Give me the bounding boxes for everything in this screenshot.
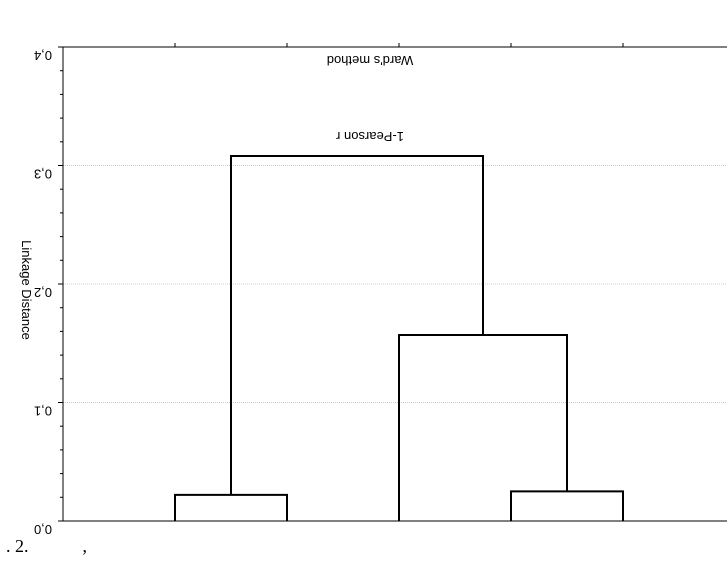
y-tick-label: 0,1 — [34, 404, 52, 419]
gridlines — [63, 165, 727, 403]
axes — [62, 43, 727, 522]
y-tick-label: 0,3 — [34, 167, 52, 182]
chart-title: Ward's method — [327, 53, 414, 68]
dendrogram-link — [174, 493, 288, 521]
figure-caption: . 2. , — [6, 536, 87, 556]
dendrogram-links — [174, 155, 624, 521]
y-tick-label: 0,4 — [34, 48, 52, 63]
y-ticks: 0,0 0,1 0,2 0,3 0,4 — [34, 46, 63, 537]
dendrogram-link — [398, 333, 568, 521]
dendrogram-link — [510, 490, 624, 521]
chart-subtitle: 1-Pearson r — [335, 129, 404, 144]
dendrogram-link — [230, 155, 484, 495]
y-tick-label: 0,2 — [34, 285, 52, 300]
y-axis-label: Linkage Distance — [19, 240, 34, 340]
y-tick-label: 0,0 — [34, 522, 52, 537]
